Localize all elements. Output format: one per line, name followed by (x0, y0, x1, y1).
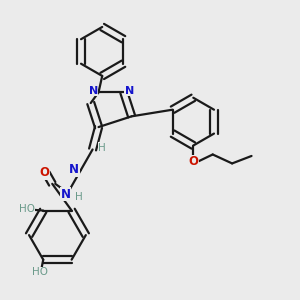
Text: HO: HO (19, 204, 35, 214)
Text: O: O (40, 166, 50, 179)
Text: H: H (75, 192, 83, 202)
Text: H: H (98, 143, 106, 153)
Text: N: N (69, 163, 79, 176)
Text: HO: HO (32, 267, 48, 277)
Text: N: N (124, 86, 134, 96)
Text: N: N (88, 86, 98, 96)
Text: N: N (61, 188, 71, 201)
Text: O: O (188, 155, 198, 168)
